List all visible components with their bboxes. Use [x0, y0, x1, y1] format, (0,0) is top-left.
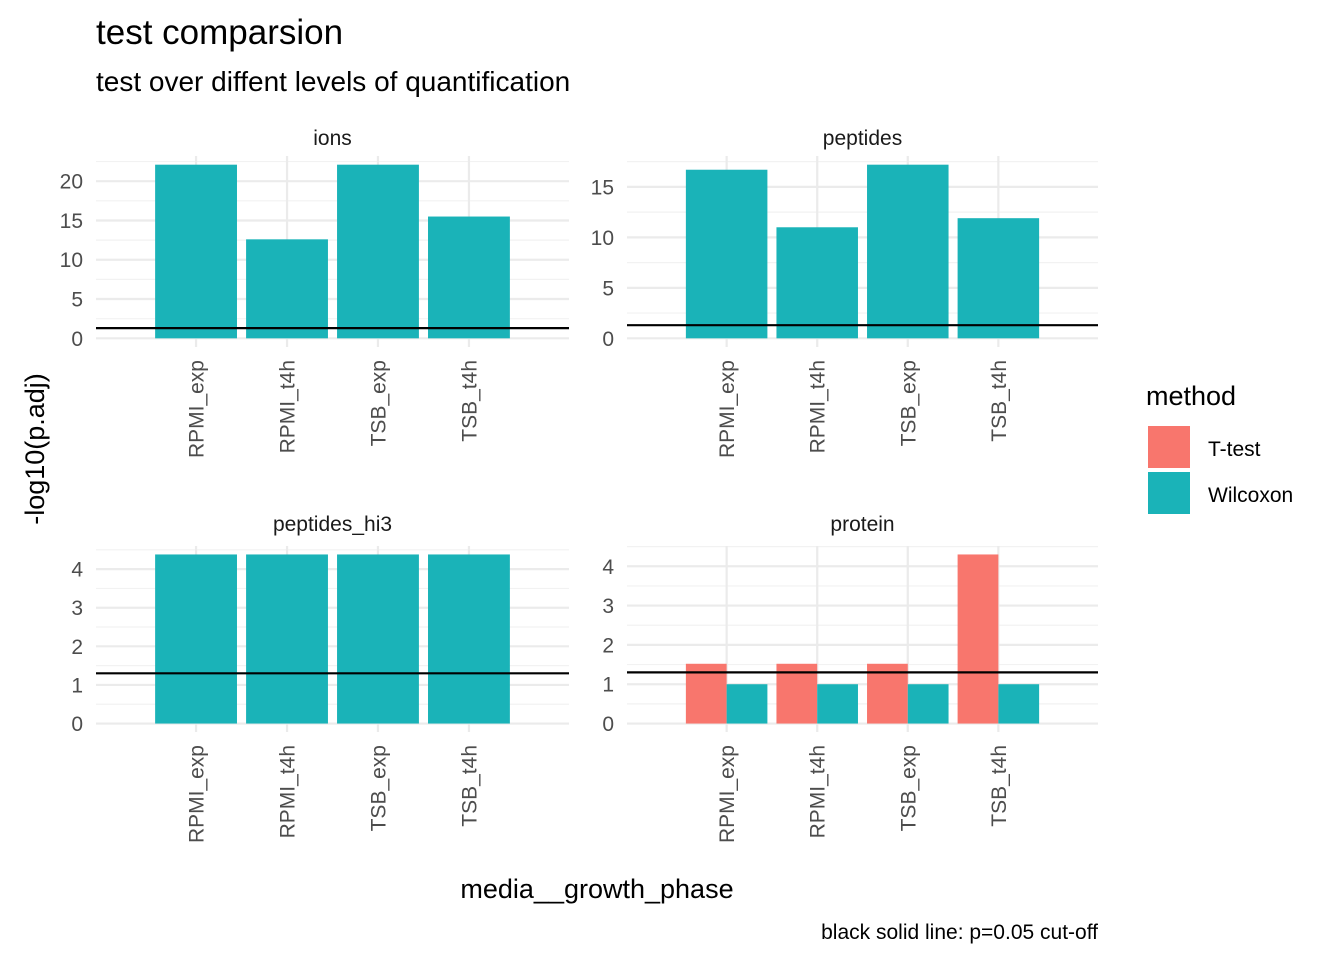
x-tick-label-rpmi-exp: RPMI_exp — [716, 745, 739, 843]
y-tick-label: 3 — [71, 597, 83, 620]
panel-protein: protein 0 1 2 3 4 RPMI_exp RPMI_t4h TSB_exp TSB_t… — [602, 513, 1098, 843]
bar-protein-tsb-t4h-t-test — [957, 554, 999, 724]
bar-peptides-hi3-rpmi-t4h-wilcoxon — [246, 554, 328, 724]
x-tick-label-rpmi-exp: RPMI_exp — [186, 360, 209, 458]
panel-peptides: peptides 0 5 10 15 RPMI_exp RPMI_t4h TSB_exp TSB… — [591, 127, 1098, 458]
bar-peptides-tsb-exp-wilcoxon — [867, 164, 949, 339]
legend-label-wilcoxon: Wilcoxon — [1208, 484, 1293, 507]
x-tick-label-tsb-exp: TSB_exp — [897, 360, 920, 446]
bar-protein-tsb-t4h-wilcoxon — [998, 684, 1040, 724]
y-tick-label: 15 — [591, 176, 614, 199]
y-tick-label: 2 — [71, 636, 83, 659]
x-tick-label-tsb-t4h: TSB_t4h — [988, 360, 1011, 442]
y-tick-label: 10 — [591, 227, 614, 250]
y-tick-label: 2 — [602, 634, 614, 657]
y-tick-label: 0 — [602, 328, 614, 351]
x-tick-label-tsb-exp: TSB_exp — [897, 745, 920, 831]
y-tick-label: 0 — [71, 713, 83, 736]
bar-protein-tsb-exp-t-test — [867, 663, 908, 724]
y-tick-label: 15 — [60, 210, 83, 233]
facet-label-peptides: peptides — [823, 127, 902, 150]
bar-protein-rpmi-t4h-wilcoxon — [817, 684, 858, 724]
bar-peptides-hi3-tsb-exp-wilcoxon — [337, 554, 419, 724]
x-tick-label-rpmi-t4h: RPMI_t4h — [277, 360, 300, 453]
bar-peptides-rpmi-exp-wilcoxon — [685, 169, 768, 339]
x-axis-label: media__growth_phase — [460, 874, 733, 904]
bar-peptides-hi3-rpmi-exp-wilcoxon — [155, 554, 237, 724]
facet-label-protein: protein — [830, 513, 894, 536]
bar-peptides-rpmi-t4h-wilcoxon — [776, 227, 858, 339]
y-tick-label: 4 — [71, 559, 83, 582]
y-tick-label: 5 — [71, 289, 83, 312]
x-tick-label-rpmi-exp: RPMI_exp — [186, 745, 209, 843]
x-tick-label-tsb-t4h: TSB_t4h — [988, 745, 1011, 827]
x-tick-label-tsb-exp: TSB_exp — [367, 360, 390, 446]
y-tick-label: 5 — [602, 277, 614, 300]
legend-label-t-test: T-test — [1208, 438, 1261, 461]
bar-protein-tsb-exp-wilcoxon — [907, 684, 949, 724]
y-tick-label: 1 — [602, 674, 614, 697]
chart-title: test comparsion — [96, 13, 343, 52]
chart-subtitle: test over diffent levels of quantificati… — [96, 66, 570, 97]
x-tick-label-tsb-t4h: TSB_t4h — [458, 360, 481, 442]
legend-swatch-t-test — [1148, 426, 1190, 468]
bar-peptides-tsb-t4h-wilcoxon — [957, 218, 1040, 339]
y-tick-label: 0 — [602, 713, 614, 736]
panel-peptides-hi3: peptides_hi3 0 1 2 3 4 RPMI_exp RPMI_t4h TSB_exp… — [71, 513, 569, 843]
y-tick-label: 0 — [71, 328, 83, 351]
y-tick-label: 10 — [60, 249, 83, 272]
bar-protein-rpmi-t4h-t-test — [776, 663, 818, 724]
x-tick-label-tsb-exp: TSB_exp — [367, 745, 390, 831]
panel-ions: ions 0 5 10 15 20 RPMI_exp RPMI_t4h TSB_exp TSB_t… — [60, 127, 569, 458]
bar-peptides-hi3-tsb-t4h-wilcoxon — [428, 554, 510, 724]
legend-swatch-wilcoxon — [1148, 472, 1190, 514]
x-tick-label-rpmi-t4h: RPMI_t4h — [807, 360, 830, 453]
bar-ions-rpmi-exp-wilcoxon — [155, 164, 237, 339]
legend: method T-test Wilcoxon — [1146, 381, 1293, 514]
y-axis-label: -log10(p.adj) — [20, 373, 50, 525]
x-tick-label-rpmi-exp: RPMI_exp — [716, 360, 739, 458]
x-tick-label-rpmi-t4h: RPMI_t4h — [807, 745, 830, 838]
x-tick-label-tsb-t4h: TSB_t4h — [458, 745, 481, 827]
y-tick-label: 20 — [60, 171, 83, 194]
bar-ions-tsb-exp-wilcoxon — [337, 164, 419, 339]
y-tick-label: 3 — [602, 595, 614, 618]
bar-protein-rpmi-exp-t-test — [685, 663, 727, 724]
facet-label-peptides-hi3: peptides_hi3 — [273, 513, 392, 536]
y-tick-label: 1 — [71, 674, 83, 697]
facet-label-ions: ions — [313, 127, 352, 150]
legend-title: method — [1146, 381, 1236, 411]
bar-protein-rpmi-exp-wilcoxon — [726, 684, 768, 724]
bar-ions-tsb-t4h-wilcoxon — [428, 216, 510, 339]
chart-caption: black solid line: p=0.05 cut-off — [821, 921, 1098, 944]
bar-ions-rpmi-t4h-wilcoxon — [246, 239, 328, 339]
y-tick-label: 4 — [602, 556, 614, 579]
x-tick-label-rpmi-t4h: RPMI_t4h — [277, 745, 300, 838]
